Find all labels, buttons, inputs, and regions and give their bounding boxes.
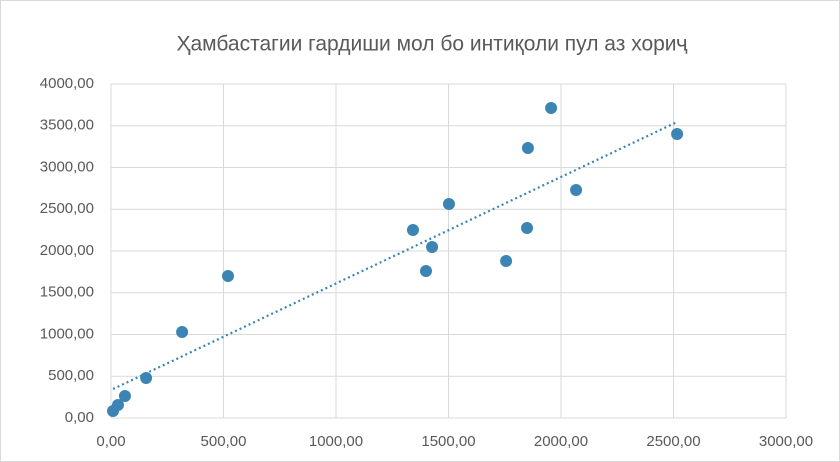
scatter-point bbox=[426, 240, 439, 253]
y-tick-label: 500,00 bbox=[48, 367, 94, 384]
y-tick-label: 2000,00 bbox=[40, 242, 94, 259]
scatter-point bbox=[111, 398, 124, 411]
y-tick-label: 1500,00 bbox=[40, 284, 94, 301]
x-tick-label: 2500,00 bbox=[646, 433, 700, 450]
y-tick-label: 3500,00 bbox=[40, 117, 94, 134]
scatter-point bbox=[500, 255, 513, 268]
scatter-point bbox=[406, 224, 419, 237]
scatter-point bbox=[671, 128, 684, 141]
scatter-point bbox=[222, 270, 234, 283]
scatter-point bbox=[176, 325, 189, 338]
y-tick-label: 2500,00 bbox=[40, 200, 94, 217]
x-tick-label: 500,00 bbox=[201, 433, 247, 450]
scatter-point bbox=[521, 222, 534, 235]
scatter-point bbox=[140, 372, 153, 385]
y-tick-label: 0,00 bbox=[65, 409, 94, 426]
trendline bbox=[112, 120, 678, 391]
scatter-point bbox=[442, 197, 455, 210]
scatter-point bbox=[118, 390, 131, 403]
scatter-point bbox=[521, 141, 534, 154]
y-tick-label: 4000,00 bbox=[40, 75, 94, 92]
x-tick-label: 2000,00 bbox=[534, 433, 588, 450]
y-tick-label: 3000,00 bbox=[40, 158, 94, 175]
scatter-point bbox=[545, 101, 558, 114]
x-tick-label: 0,00 bbox=[96, 433, 125, 450]
chart-title: Ҳамбастагии гардиши мол бо интиқоли пул … bbox=[177, 33, 688, 56]
x-tick-label: 3000,00 bbox=[759, 433, 813, 450]
y-tick-label: 1000,00 bbox=[40, 325, 94, 342]
x-tick-label: 1000,00 bbox=[309, 433, 363, 450]
scatter-point bbox=[420, 265, 432, 278]
scatter-point bbox=[570, 183, 583, 196]
x-tick-label: 1500,00 bbox=[421, 433, 475, 450]
